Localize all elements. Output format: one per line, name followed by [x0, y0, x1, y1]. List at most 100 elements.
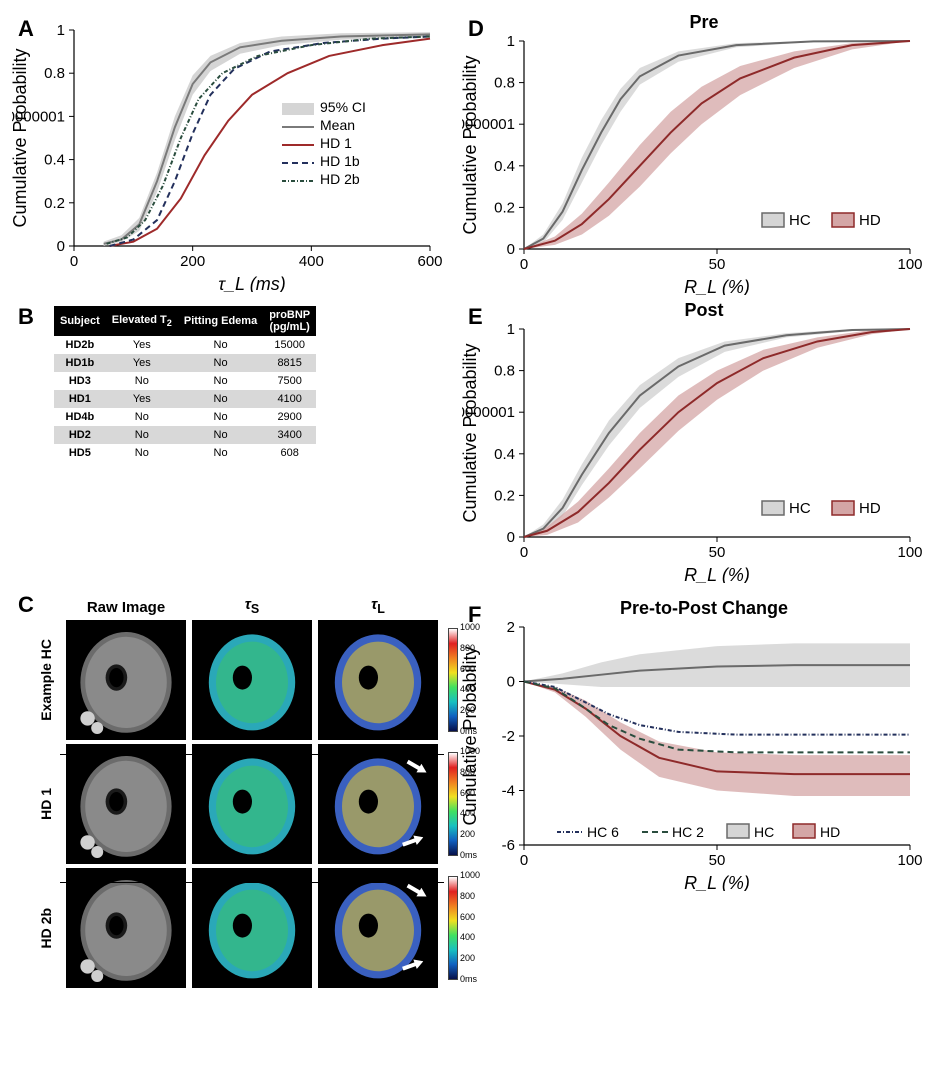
table-row: HD1bYesNo8815	[54, 354, 316, 372]
svg-text:HD: HD	[859, 500, 881, 517]
panel-c-col-header: τS	[192, 596, 312, 616]
panel-c-row-header: Example HC	[38, 639, 54, 721]
panel-c-row-header: HD 1	[38, 788, 54, 820]
panel-f-label: F	[468, 602, 481, 628]
panel-c-images: Raw ImageτSτLExample HC150100500ms100080…	[12, 592, 462, 988]
svg-text:50: 50	[709, 852, 726, 869]
panel-b: B SubjectElevated T2Pitting EdemaproBNP …	[12, 300, 462, 490]
svg-text:0.4: 0.4	[494, 446, 515, 463]
svg-text:HD: HD	[820, 824, 840, 840]
panel-c-raw-image	[66, 620, 186, 740]
table-row: HD3NoNo7500	[54, 372, 316, 390]
table-header: Pitting Edema	[178, 306, 263, 336]
svg-text:1: 1	[507, 323, 515, 338]
table-row: HD2NoNo3400	[54, 426, 316, 444]
svg-text:100: 100	[897, 852, 922, 869]
panel-f: F Pre-to-Post Change 050100-6-4-202R_L (…	[462, 598, 946, 898]
svg-text:0.4: 0.4	[44, 152, 65, 169]
table-row: HD4bNoNo2900	[54, 408, 316, 426]
svg-text:0: 0	[507, 674, 515, 691]
table-row: HD5NoNo608	[54, 444, 316, 462]
panel-b-label: B	[18, 304, 34, 330]
svg-text:2: 2	[507, 621, 515, 636]
svg-text:τ_L (ms): τ_L (ms)	[218, 274, 285, 292]
panel-d-title: Pre	[462, 12, 946, 33]
svg-text:0: 0	[520, 852, 528, 869]
svg-text:HC 2: HC 2	[672, 824, 704, 840]
table-row: HD2bYesNo15000	[54, 336, 316, 354]
panel-c-col-header: Raw Image	[66, 599, 186, 616]
svg-text:0.8: 0.8	[494, 75, 515, 92]
table-row: HD1YesNo4100	[54, 390, 316, 408]
svg-text:Cumulative Probability: Cumulative Probability	[462, 343, 480, 522]
svg-text:R_L (%): R_L (%)	[684, 565, 750, 583]
panel-c-col-header: τL	[318, 596, 438, 616]
svg-text:50: 50	[709, 256, 726, 273]
panel-f-chart: 050100-6-4-202R_L (%)Cumulative Probabil…	[462, 621, 922, 891]
svg-text:0: 0	[507, 529, 515, 546]
svg-text:0.8: 0.8	[494, 363, 515, 380]
svg-text:0.2: 0.2	[44, 195, 65, 212]
svg-text:Cumulative Probability: Cumulative Probability	[462, 55, 480, 234]
svg-text:0: 0	[70, 253, 78, 270]
panel-a-chart: 020040060000.20.40.60000000000000010.81τ…	[12, 12, 442, 292]
panel-c-tau-s-map: 150100500ms	[192, 620, 312, 740]
panel-c-tau-l-map: 10008006004002000ms	[318, 868, 438, 988]
svg-text:Cumulative Probability: Cumulative Probability	[462, 646, 480, 825]
svg-text:0: 0	[57, 238, 65, 255]
panel-c-row-header: HD 2b	[38, 908, 54, 948]
panel-c-tau-s-map: 150100500ms	[192, 868, 312, 988]
svg-text:100: 100	[897, 256, 922, 273]
panel-d-label: D	[468, 16, 484, 42]
svg-text:1: 1	[57, 22, 65, 39]
svg-text:-6: -6	[502, 837, 515, 854]
panel-c-raw-image	[66, 744, 186, 864]
svg-text:HC: HC	[789, 212, 811, 229]
panel-a: A 020040060000.20.40.60000000000000010.8…	[12, 12, 462, 300]
svg-text:Cumulative Probability: Cumulative Probability	[12, 48, 30, 227]
svg-text:0: 0	[520, 544, 528, 561]
svg-text:95% CI: 95% CI	[320, 99, 366, 115]
svg-text:600: 600	[417, 253, 442, 270]
svg-text:0.2: 0.2	[494, 199, 515, 216]
svg-text:50: 50	[709, 544, 726, 561]
svg-text:100: 100	[897, 544, 922, 561]
svg-text:-4: -4	[502, 783, 515, 800]
table-header: Elevated T2	[106, 306, 178, 336]
svg-text:HD 2b: HD 2b	[320, 171, 360, 187]
svg-text:HC 6: HC 6	[587, 824, 619, 840]
panel-d-chart: 05010000.20.40.60000000000000010.81R_L (…	[462, 35, 922, 295]
svg-text:0: 0	[520, 256, 528, 273]
panel-e-label: E	[468, 304, 483, 330]
panel-c: C Raw ImageτSτLExample HC150100500ms1000…	[12, 588, 462, 1068]
svg-text:1: 1	[507, 35, 515, 50]
panel-c-tau-l-map: 10008006004002000ms	[318, 744, 438, 864]
panel-a-label: A	[18, 16, 34, 42]
svg-text:HD 1b: HD 1b	[320, 153, 360, 169]
svg-text:HD 1: HD 1	[320, 135, 352, 151]
svg-text:HC: HC	[754, 824, 774, 840]
svg-text:Mean: Mean	[320, 117, 355, 133]
svg-text:0.8: 0.8	[44, 65, 65, 82]
svg-text:HD: HD	[859, 212, 881, 229]
table-header: Subject	[54, 306, 106, 336]
svg-text:R_L (%): R_L (%)	[684, 873, 750, 891]
panel-e: E Post 05010000.20.40.60000000000000010.…	[462, 300, 946, 588]
table-header: proBNP (pg/mL)	[263, 306, 316, 336]
panel-c-raw-image	[66, 868, 186, 988]
svg-text:HC: HC	[789, 500, 811, 517]
svg-text:0.2: 0.2	[494, 487, 515, 504]
svg-text:0.4: 0.4	[494, 158, 515, 175]
svg-text:0: 0	[507, 241, 515, 258]
panel-e-chart: 05010000.20.40.60000000000000010.81R_L (…	[462, 323, 922, 583]
svg-text:R_L (%): R_L (%)	[684, 277, 750, 295]
svg-text:400: 400	[299, 253, 324, 270]
panel-d: D Pre 05010000.20.40.60000000000000010.8…	[462, 12, 946, 300]
figure-grid: A 020040060000.20.40.60000000000000010.8…	[12, 12, 934, 1068]
panel-f-title: Pre-to-Post Change	[462, 598, 946, 619]
svg-text:200: 200	[180, 253, 205, 270]
panel-b-table: SubjectElevated T2Pitting EdemaproBNP (p…	[54, 306, 316, 462]
panel-c-tau-s-map: 150100500ms	[192, 744, 312, 864]
panel-c-tau-l-map: 10008006004002000ms	[318, 620, 438, 740]
panel-e-title: Post	[462, 300, 946, 321]
